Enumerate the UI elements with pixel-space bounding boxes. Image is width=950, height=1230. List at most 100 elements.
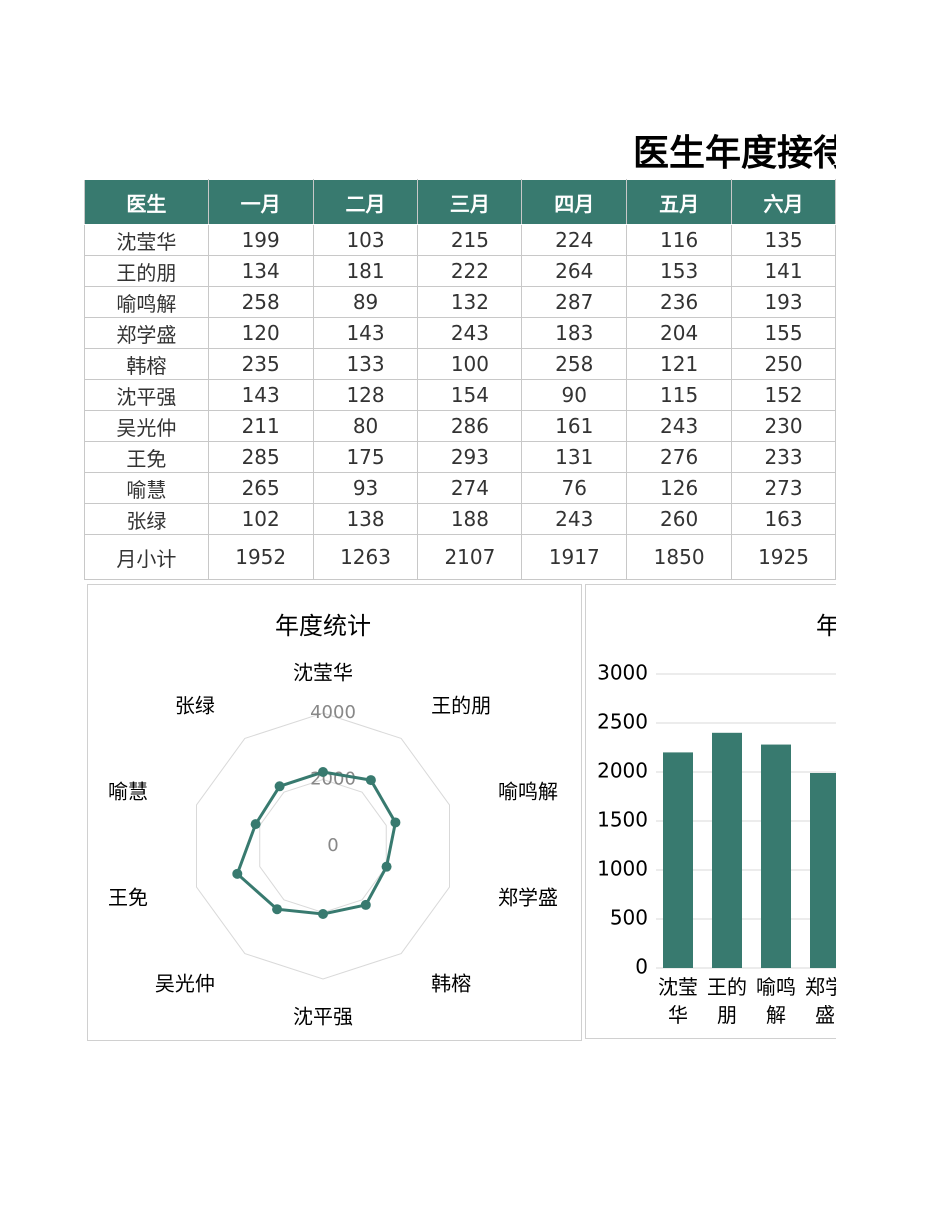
table-cell: 121: [626, 348, 733, 380]
table-row: 张绿 102 138 188 243 260 163: [84, 503, 836, 535]
bar: [712, 732, 742, 968]
x-tick-label: 喻鸣解: [756, 975, 796, 1027]
table-cell: 224: [521, 224, 628, 256]
bar-chart: 年 0 500 1000 1500 2000 2500 3000: [597, 612, 836, 979]
table-cell: 211: [207, 410, 314, 442]
table-cell: 215: [417, 224, 523, 256]
table-row: 沈平强 143 128 154 90 115 152: [84, 379, 836, 411]
bar: [761, 744, 791, 968]
radar-point: [274, 781, 285, 792]
table-cell: 138: [312, 503, 419, 535]
total-cell: 1917: [521, 534, 628, 580]
table-cell: 沈平强: [84, 379, 209, 411]
x-tick-label: 沈莹华: [658, 975, 698, 1027]
radar-point: [232, 868, 243, 879]
table-cell: 258: [207, 286, 314, 318]
table-cell: 143: [312, 317, 419, 349]
axis-label: 韩榕: [431, 972, 471, 996]
total-row: 月小计 1952 1263 2107 1917 1850 1925: [84, 534, 836, 580]
table-cell: 103: [312, 224, 419, 256]
bar: [810, 772, 836, 968]
table-cell: 喻慧: [84, 472, 209, 504]
y-tick-label: 1000: [597, 857, 648, 881]
table-cell: 80: [312, 410, 419, 442]
header-cell: 六月: [731, 179, 836, 225]
table-cell: 188: [417, 503, 523, 535]
table-cell: 132: [417, 286, 523, 318]
data-table: 医生 一月 二月 三月 四月 五月 六月 沈莹华 199 103 215 224 116 135 王的朋 13…: [84, 179, 836, 580]
radar-point: [381, 861, 392, 872]
total-cell: 1952: [207, 534, 314, 580]
r-tick-label: 0: [327, 835, 338, 856]
header-cell: 一月: [207, 179, 314, 225]
table-cell: 243: [626, 410, 733, 442]
chart-title: 年度统计: [275, 612, 371, 640]
total-cell: 1850: [626, 534, 733, 580]
table-cell: 273: [731, 472, 836, 504]
axis-label: 沈平强: [293, 1005, 353, 1029]
table-cell: 161: [521, 410, 628, 442]
table-cell: 243: [521, 503, 628, 535]
table-cell: 181: [312, 255, 419, 287]
r-tick-label: 2000: [310, 769, 356, 790]
radar-line: [235, 770, 397, 916]
y-tick-label: 0: [635, 955, 648, 979]
table-row: 沈莹华 199 103 215 224 116 135: [84, 224, 836, 256]
table-row: 喻慧 265 93 274 76 126 273: [84, 472, 836, 504]
grid-ring: [259, 778, 387, 914]
table-cell: 89: [312, 286, 419, 318]
radar-point: [318, 767, 328, 778]
table-cell: 155: [731, 317, 836, 349]
table-cell: 115: [626, 379, 733, 411]
table-cell: 274: [417, 472, 523, 504]
chart-title: 年: [816, 612, 836, 640]
table-row: 王免 285 175 293 131 276 233: [84, 441, 836, 473]
header-cell: 三月: [417, 179, 523, 225]
header-cell: 五月: [626, 179, 733, 225]
table-cell: 222: [417, 255, 523, 287]
radar-point: [360, 899, 371, 910]
header-cell: 二月: [312, 179, 419, 225]
table-cell: 116: [626, 224, 733, 256]
table-row: 吴光仲 211 80 286 161 243 230: [84, 410, 836, 442]
table-cell: 王免: [84, 441, 209, 473]
total-cell: 1263: [312, 534, 419, 580]
bar-chart-box: 年 0 500 1000 1500 2000 2500 3000 沈莹华 王的朋 喻鸣解 郑学盛: [585, 584, 836, 1039]
x-tick-label: 王的朋: [707, 975, 747, 1027]
table-cell: 90: [521, 379, 628, 411]
table-cell: 236: [626, 286, 733, 318]
table-cell: 141: [731, 255, 836, 287]
table-cell: 230: [731, 410, 836, 442]
axis-label: 吴光仲: [155, 972, 215, 996]
sheet-title: 医生年度接待: [633, 133, 836, 174]
table-cell: 175: [312, 441, 419, 473]
table-cell: 143: [207, 379, 314, 411]
table-cell: 吴光仲: [84, 410, 209, 442]
table-cell: 264: [521, 255, 628, 287]
table-cell: 204: [626, 317, 733, 349]
radar-point: [250, 819, 261, 830]
table-row: 王的朋 134 181 222 264 153 141: [84, 255, 836, 287]
table-cell: 沈莹华: [84, 224, 209, 256]
table-cell: 243: [417, 317, 523, 349]
table-cell: 235: [207, 348, 314, 380]
table-cell: 120: [207, 317, 314, 349]
table-cell: 287: [521, 286, 628, 318]
table-cell: 131: [521, 441, 628, 473]
table-cell: 260: [626, 503, 733, 535]
table-cell: 154: [417, 379, 523, 411]
total-cell: 月小计: [84, 534, 209, 580]
table-cell: 199: [207, 224, 314, 256]
table-cell: 100: [417, 348, 523, 380]
axis-label: 郑学盛: [498, 886, 558, 910]
table-cell: 128: [312, 379, 419, 411]
sheet: 医生年度接待 医生 一月 二月 三月 四月 五月 六月 沈莹华 199 103 215 224 116 1…: [84, 133, 836, 1041]
bar: [663, 752, 693, 968]
table-cell: 258: [521, 348, 628, 380]
r-tick-label: 4000: [310, 702, 356, 723]
radar-point: [390, 817, 401, 828]
table-cell: 152: [731, 379, 836, 411]
table-cell: 153: [626, 255, 733, 287]
table-cell: 102: [207, 503, 314, 535]
